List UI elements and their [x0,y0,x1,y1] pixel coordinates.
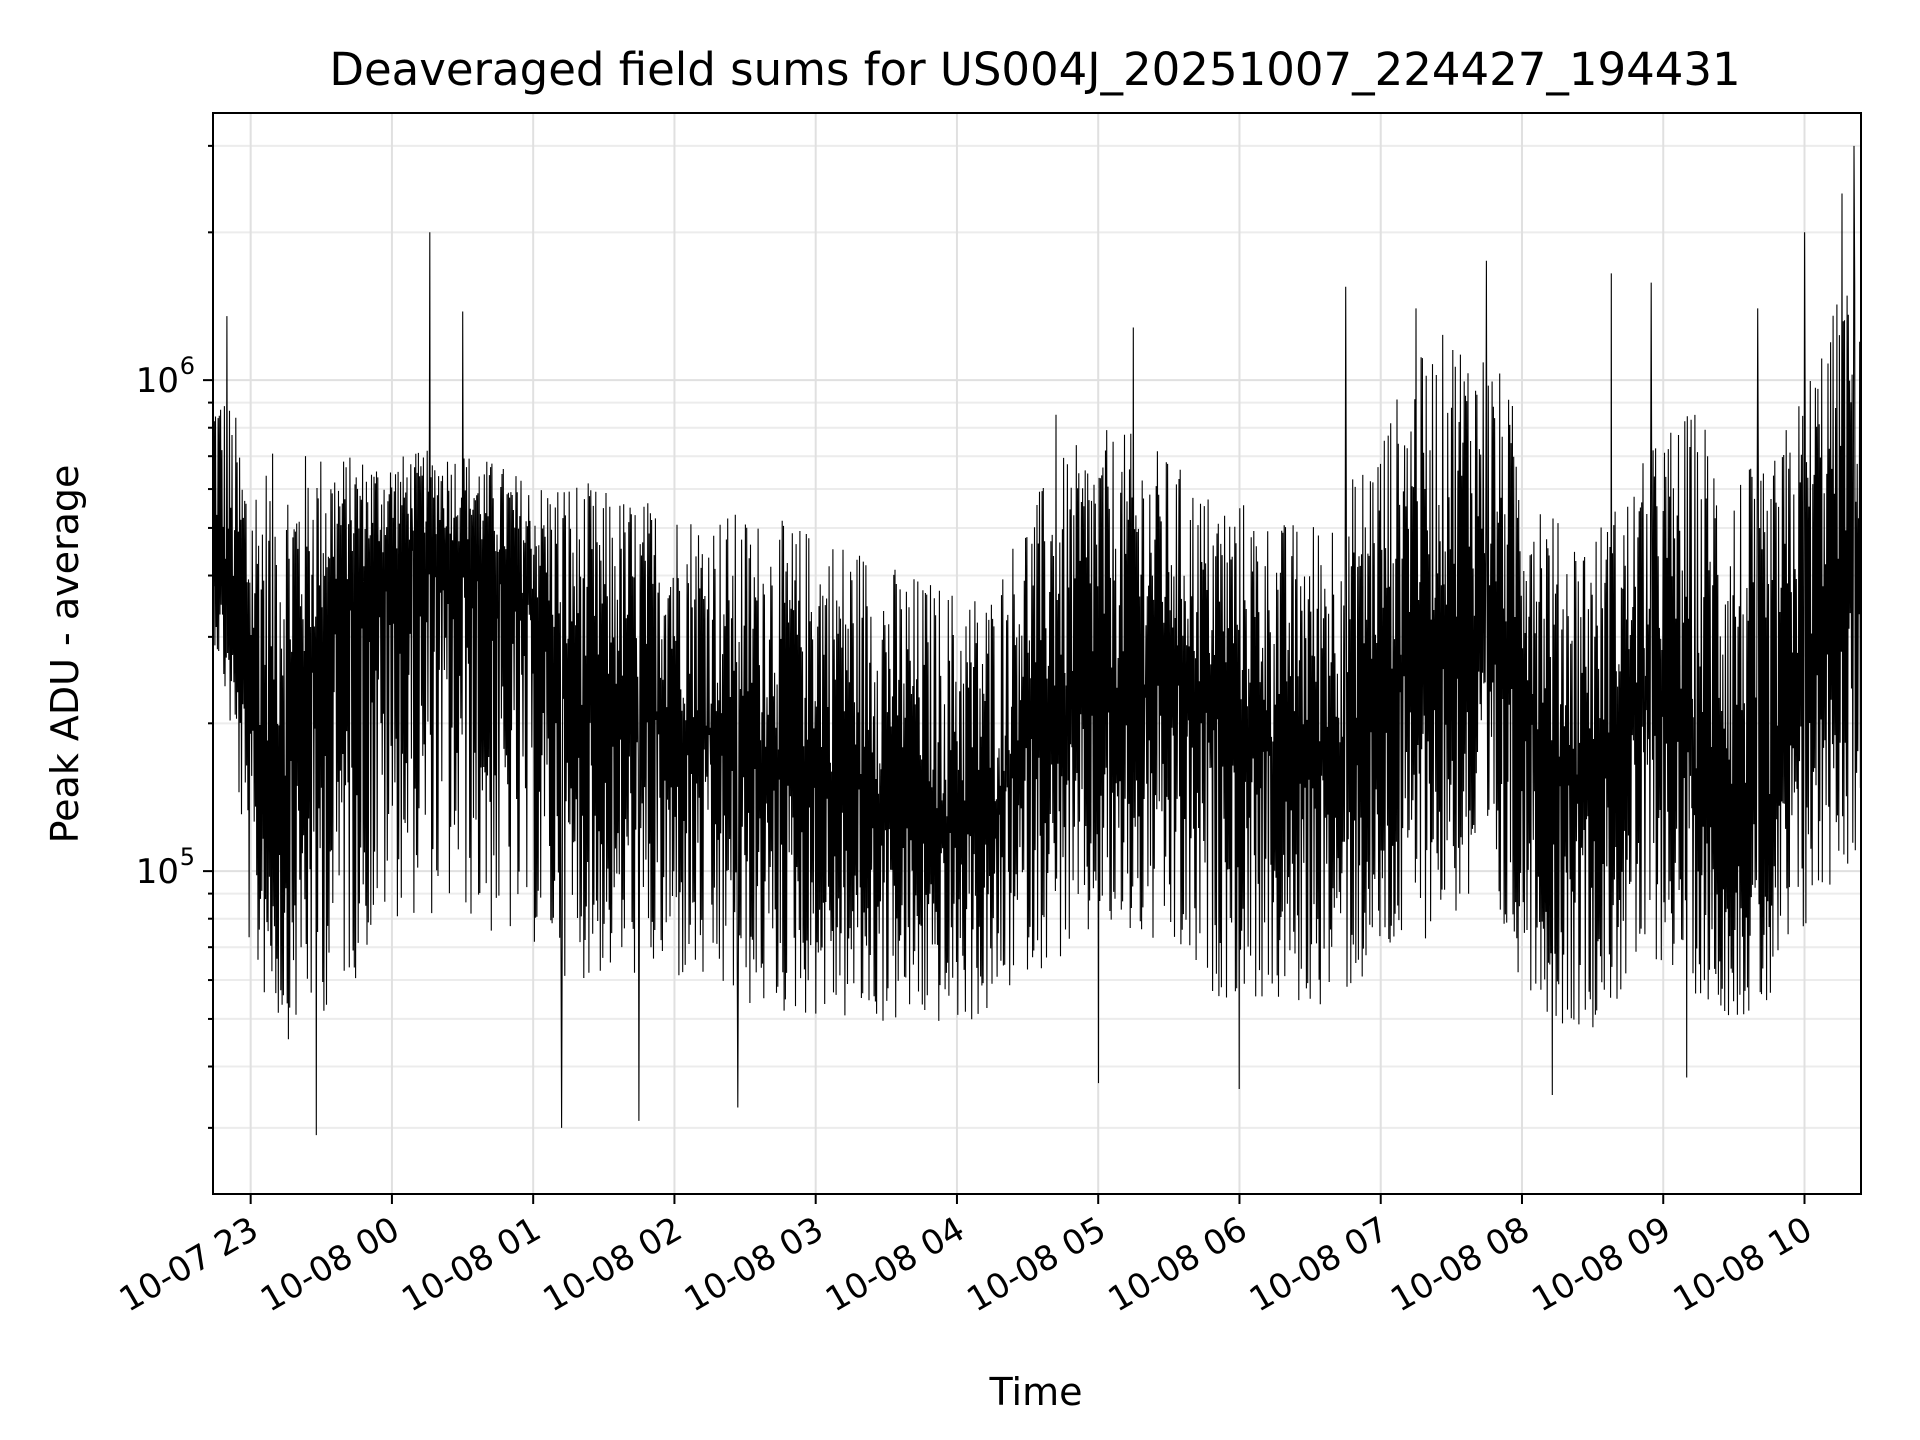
y-tick-exponent: 6 [180,352,195,380]
x-tick-label: 10-08 03 [678,1209,830,1320]
plot-frame [212,112,1862,1195]
x-tick-label: 10-08 10 [1667,1209,1819,1320]
y-axis-label: Peak ADU - average [43,465,87,844]
x-tick-label: 10-08 05 [960,1209,1112,1320]
chart-title: Deaveraged field sums for US004J_2025100… [329,43,1740,96]
x-tick-label: 10-07 23 [113,1209,265,1320]
x-tick-label: 10-08 02 [537,1209,689,1320]
x-tick-label: 10-08 06 [1102,1209,1254,1320]
x-axis-label: Time [989,1370,1083,1414]
x-tick-label: 10-08 00 [254,1209,406,1320]
x-tick-label: 10-08 08 [1384,1209,1536,1320]
y-tick-label: 10 [136,361,179,401]
data-series-line [213,145,1861,1136]
x-tick-label: 10-08 07 [1243,1209,1395,1320]
x-tick-label: 10-08 01 [395,1209,547,1320]
x-tick-label: 10-08 04 [819,1209,971,1320]
y-tick-exponent: 5 [180,843,195,871]
x-tick-label: 10-08 09 [1525,1209,1677,1320]
plot-area [213,145,1861,1136]
y-tick-label: 10 [136,852,179,892]
